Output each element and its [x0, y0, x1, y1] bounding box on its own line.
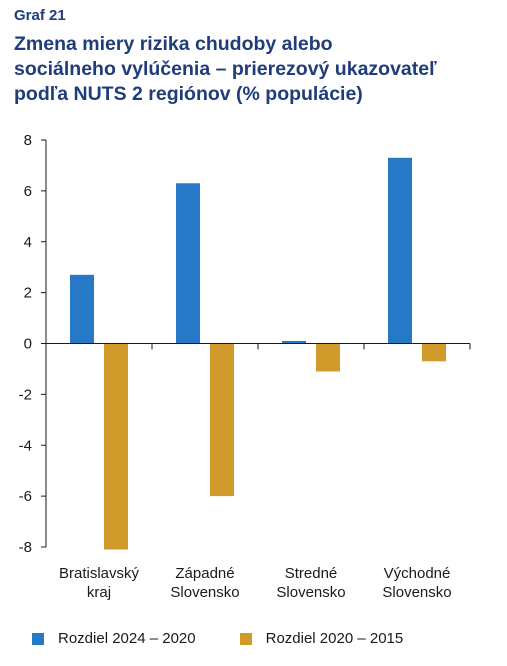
y-tick-label: -6 — [19, 488, 32, 505]
chart-title: Zmena miery rizika chudoby alebo sociáln… — [14, 32, 494, 107]
bar-series-1-cat-3 — [282, 340, 306, 344]
category-label: Stredné — [285, 565, 338, 582]
bars — [70, 157, 446, 550]
category-label: Slovensko — [170, 584, 239, 601]
y-tick-label: 8 — [24, 132, 32, 149]
legend-item-series-1: Rozdiel 2024 – 2020 — [32, 630, 196, 647]
figure-number: Graf 21 — [14, 7, 66, 24]
bar-series-1-cat-4 — [388, 157, 412, 344]
y-tick-label: 4 — [24, 234, 32, 251]
legend-item-series-2: Rozdiel 2020 – 2015 — [239, 630, 404, 647]
category-label: Slovensko — [382, 584, 451, 601]
category-label: Východné — [384, 565, 451, 582]
y-tick-label: 6 — [24, 183, 32, 200]
chart-title-line-2: sociálneho vylúčenia – prierezový ukazov… — [14, 58, 437, 80]
y-tick-label: 0 — [24, 336, 32, 353]
bar-series-1-cat-2 — [176, 183, 200, 344]
category-label: Západné — [175, 565, 234, 582]
y-tick-label: -8 — [19, 539, 32, 556]
bar-series-2-cat-3 — [316, 343, 340, 372]
y-axis: 8 6 4 2 0 -2 -4 -6 -8 — [19, 132, 47, 556]
bar-series-2-cat-4 — [422, 343, 446, 362]
legend-label-series-1: Rozdiel 2024 – 2020 — [58, 630, 196, 647]
bar-series-2-cat-1 — [104, 343, 128, 550]
y-tick-label: -2 — [19, 386, 32, 403]
bar-chart: 8 6 4 2 0 -2 -4 -6 -8 Bratislavský kraj Západné Slo… — [19, 132, 471, 601]
chart-title-line-3: podľa NUTS 2 regiónov (% populácie) — [14, 83, 363, 105]
bar-series-2-cat-2 — [210, 343, 234, 497]
y-tick-label: 2 — [24, 285, 32, 302]
chart-title-line-1: Zmena miery rizika chudoby alebo — [14, 33, 333, 55]
legend-label-series-2: Rozdiel 2020 – 2015 — [265, 630, 404, 647]
category-label: Slovensko — [276, 584, 345, 601]
legend-swatch-series-1 — [32, 632, 44, 645]
legend: Rozdiel 2024 – 2020 Rozdiel 2020 – 2015 — [32, 630, 447, 647]
y-tick-label: -4 — [19, 437, 32, 454]
x-axis — [46, 343, 471, 350]
legend-swatch-series-2 — [239, 632, 252, 645]
category-label: Bratislavský — [59, 565, 140, 582]
bar-series-1-cat-1 — [70, 274, 94, 344]
category-labels: Bratislavský kraj Západné Slovensko Stredné S… — [59, 565, 452, 601]
category-label: kraj — [87, 584, 111, 601]
